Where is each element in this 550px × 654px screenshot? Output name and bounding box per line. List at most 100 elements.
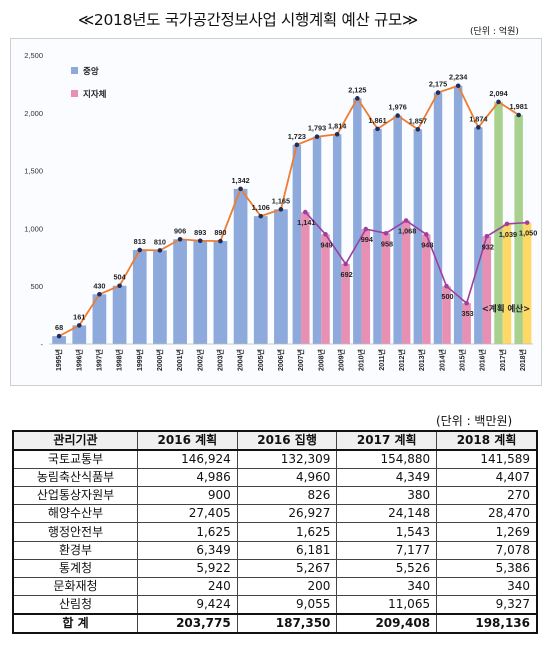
central-bar: [233, 188, 248, 344]
central-bar: [393, 115, 402, 344]
central-point: [177, 236, 183, 242]
agency-cell: 국토교통부: [12, 449, 139, 470]
central-point: [76, 323, 82, 328]
central-point: [455, 83, 461, 89]
central-data-label: 906: [174, 226, 186, 235]
table-row: 환경부 6,349 6,181 7,177 7,078: [12, 540, 538, 560]
plan-budget-note: <계획 예산>: [482, 304, 530, 315]
local-data-label: 949: [320, 240, 332, 249]
amount-cell: 146,924: [137, 449, 238, 470]
local-data-label: 948: [421, 240, 433, 249]
central-bar: [213, 241, 228, 344]
x-tick-label: 2017년: [498, 349, 507, 371]
x-tick-label: 2012년: [397, 349, 406, 371]
central-point: [435, 90, 441, 95]
central-bar: [253, 216, 268, 344]
central-bar: [274, 209, 288, 344]
local-point: [403, 218, 409, 223]
central-point: [218, 238, 223, 244]
amount-cell: 9,055: [236, 594, 338, 615]
header-2017-plan: 2017 계획: [336, 430, 438, 452]
amount-cell: 6,349: [137, 540, 238, 560]
x-tick-label: 2016년: [478, 349, 487, 371]
central-point: [415, 127, 421, 132]
central-bar: [193, 240, 208, 344]
central-bar: [112, 285, 127, 344]
central-data-label: 161: [73, 312, 85, 321]
x-tick-label: 2006년: [276, 349, 285, 371]
central-bar: [494, 101, 503, 345]
table-row: 행정안전부 1,625 1,625 1,543 1,269: [12, 522, 538, 542]
central-point: [476, 125, 481, 130]
agency-cell: 해양수산부: [12, 504, 139, 524]
agency-cell: 산업통상자원부: [12, 486, 139, 506]
central-bar: [52, 336, 66, 344]
central-point: [258, 213, 264, 219]
central-point: [117, 283, 122, 289]
local-bar: [361, 229, 371, 344]
x-tick-label: 2001년: [175, 349, 184, 371]
amount-cell: 9,327: [436, 594, 538, 615]
amount-cell: 24,148: [336, 504, 438, 524]
local-bar: [381, 233, 391, 344]
agency-cell: 환경부: [12, 540, 139, 560]
amount-cell: 7,177: [336, 540, 438, 560]
amount-cell: 26,927: [236, 504, 338, 524]
central-bar: [153, 250, 167, 344]
x-tick-label: 2007년: [296, 349, 305, 371]
amount-cell: 4,986: [137, 468, 238, 488]
x-tick-label: 2002년: [195, 349, 204, 371]
central-bar: [413, 129, 423, 344]
y-tick-label: 1,000: [24, 224, 43, 233]
central-data-label: 68: [55, 323, 63, 332]
central-point: [157, 248, 163, 253]
table-row: 통계청 5,922 5,267 5,526 5,386: [12, 558, 538, 578]
local-data-label: 692: [341, 270, 353, 279]
local-point: [464, 300, 469, 306]
amount-cell: 203,775: [137, 612, 238, 634]
local-point: [424, 232, 429, 237]
central-data-label: 504: [113, 273, 126, 282]
y-tick-label: 2,000: [24, 109, 43, 118]
central-data-label: 890: [214, 228, 226, 237]
amount-cell: 340: [436, 576, 538, 596]
x-tick-label: 2011년: [377, 349, 386, 371]
local-data-label: 958: [381, 239, 393, 248]
header-2016-plan: 2016 계획: [137, 430, 238, 452]
local-point: [323, 231, 328, 237]
table-row: 문화재청 240 200 340 340: [12, 576, 538, 596]
central-bar: [353, 98, 362, 344]
table-row: 농림축산식품부 4,986 4,960 4,349 4,407: [12, 468, 538, 488]
local-bar: [301, 212, 310, 344]
local-bar: [502, 223, 512, 344]
header-2016-exec: 2016 집행: [236, 430, 338, 452]
central-point: [294, 142, 300, 148]
local-data-label: 1,039: [499, 230, 517, 239]
amount-cell: 270: [436, 486, 538, 506]
central-data-label: 2,234: [449, 73, 468, 82]
table-header-row: 관리기관 2016 계획 2016 집행 2017 계획 2018 계획: [12, 430, 538, 452]
y-tick-label: 2,500: [24, 51, 43, 60]
x-tick-label: 2000년: [155, 349, 164, 371]
central-data-label: 1,861: [368, 116, 386, 125]
header-2018-plan: 2018 계획: [436, 430, 538, 452]
chart-title: ≪2018년도 국가공간정보사업 시행계획 예산 규모≫: [78, 11, 418, 29]
central-bar: [173, 239, 187, 344]
x-tick-label: 1997년: [94, 349, 103, 371]
x-tick-label: 1998년: [115, 349, 124, 371]
amount-cell: 826: [236, 486, 338, 506]
local-point: [524, 220, 530, 225]
y-tick-label: 1,500: [24, 167, 43, 176]
central-data-label: 1,874: [469, 114, 488, 123]
central-point: [137, 247, 143, 253]
amount-cell: 240: [137, 576, 238, 596]
local-data-label: 1,141: [297, 218, 315, 227]
local-data-label: 994: [361, 235, 374, 244]
x-tick-label: 2003년: [215, 349, 224, 371]
x-tick-label: 2014년: [437, 349, 446, 371]
central-bar: [474, 127, 483, 344]
local-bar: [482, 236, 492, 344]
local-bar: [321, 234, 330, 344]
legend-local-swatch: [71, 90, 78, 97]
agency-cell: 산림청: [12, 594, 139, 615]
